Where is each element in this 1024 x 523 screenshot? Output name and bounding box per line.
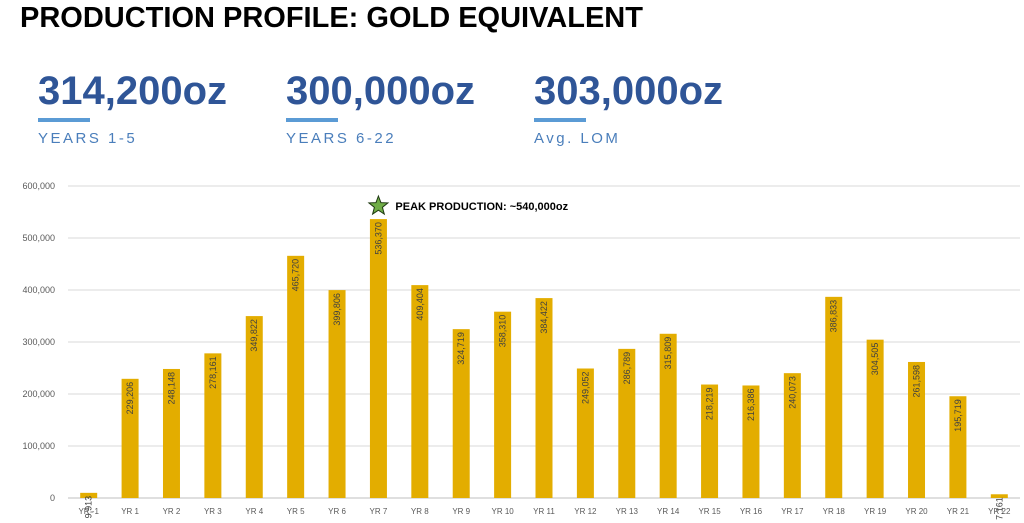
x-tick-label: YR 8 (411, 507, 429, 516)
x-tick-label: YR 7 (370, 507, 388, 516)
bar (494, 311, 512, 498)
y-tick-label: 400,000 (22, 285, 55, 295)
y-tick-label: 600,000 (22, 181, 55, 191)
stat-value: 303,000oz (534, 69, 724, 113)
bar-data-label: 248,148 (166, 372, 176, 405)
x-tick-label: YR 1 (121, 507, 139, 516)
y-tick-label: 300,000 (22, 337, 55, 347)
x-tick-label: YR 18 (823, 507, 846, 516)
bar (535, 298, 553, 498)
x-tick-label: YR 16 (740, 507, 763, 516)
bar-data-label: 384,422 (539, 301, 549, 334)
x-tick-label: YR 15 (698, 507, 721, 516)
bar (990, 494, 1008, 498)
stat-underline (534, 118, 586, 122)
bar-data-label: 216,386 (746, 388, 756, 421)
bar (825, 296, 843, 498)
x-tick-label: YR 5 (287, 507, 305, 516)
bar-data-label: 304,505 (870, 343, 880, 376)
bar (452, 329, 470, 498)
bar-data-label: 249,052 (580, 371, 590, 404)
stat-underline (38, 118, 90, 122)
x-tick-label: YR 14 (657, 507, 680, 516)
bar-data-label: 358,310 (498, 315, 508, 348)
bar-data-label: 195,719 (953, 399, 963, 432)
bar-data-label: 536,370 (373, 222, 383, 255)
bar (783, 373, 801, 498)
x-tick-label: YR 11 (533, 507, 555, 516)
page-title: PRODUCTION PROFILE: GOLD EQUIVALENT (20, 2, 643, 34)
stat-underline (286, 118, 338, 122)
x-tick-label: YR 13 (616, 507, 639, 516)
bar-data-label: 349,822 (249, 319, 259, 352)
bar (701, 384, 719, 498)
bar-data-label: 7,161 (994, 497, 1004, 520)
production-bar-chart: 0 100,000 200,000 300,000 400,000 500,000 600,… (22, 181, 1020, 520)
bar-data-label: 324,719 (456, 332, 466, 365)
bar-data-label: 240,073 (787, 376, 797, 409)
bar (162, 368, 180, 498)
x-tick-label: YR 20 (905, 507, 928, 516)
y-tick-label: 0 (50, 493, 55, 503)
bar (411, 285, 429, 498)
bar (576, 368, 594, 498)
bar (80, 492, 98, 498)
bar (328, 290, 346, 498)
stat-value: 300,000oz (286, 69, 476, 113)
bar (245, 316, 263, 498)
stat-label: YEARS 1-5 (38, 130, 138, 147)
x-tick-label: YR 12 (574, 507, 597, 516)
stat-years-6-22: 300,000oz YEARS 6-22 (286, 68, 475, 147)
x-tick-label: YR 21 (947, 507, 970, 516)
bar-data-label: 386,833 (829, 300, 839, 333)
bar-data-label: 278,161 (208, 356, 218, 389)
y-tick-label: 200,000 (22, 389, 55, 399)
bar (908, 361, 926, 498)
bar-data-label: 229,206 (125, 382, 135, 415)
bar (204, 353, 222, 498)
x-tick-label: YR 3 (204, 507, 222, 516)
bar (866, 339, 884, 498)
bar (287, 255, 305, 498)
stat-avg-lom: 303,000oz Avg. LOM (534, 68, 723, 147)
bar-data-label: 261,598 (912, 365, 922, 398)
stat-label: YEARS 6-22 (286, 130, 397, 147)
x-tick-label: YR 10 (491, 507, 514, 516)
x-tick-label: YR 4 (245, 507, 263, 516)
stat-value: 314,200oz (38, 69, 228, 113)
x-tick-label: YR 2 (163, 507, 181, 516)
x-tick-label: YR 19 (864, 507, 887, 516)
bar-data-label: 9,913 (84, 496, 94, 519)
bar (949, 396, 967, 498)
bar-data-label: 218,219 (705, 388, 715, 421)
bar-data-label: 286,789 (622, 352, 632, 385)
bar-data-label: 409,404 (415, 288, 425, 321)
bar (369, 219, 387, 499)
bar (742, 385, 760, 498)
star-icon (367, 194, 390, 216)
bar-data-label: 315,809 (663, 337, 673, 370)
y-tick-label: 500,000 (22, 233, 55, 243)
x-tick-label: YR -1 (78, 507, 99, 516)
peak-annotation: PEAK PRODUCTION: ~540,000oz (395, 201, 568, 213)
x-tick-label: YR 17 (781, 507, 804, 516)
stat-years-1-5: 314,200oz YEARS 1-5 (38, 68, 227, 147)
x-tick-label: YR 9 (452, 507, 470, 516)
y-tick-label: 100,000 (22, 441, 55, 451)
bar-data-label: 399,806 (332, 293, 342, 326)
x-tick-label: YR 22 (988, 507, 1011, 516)
bar (659, 333, 677, 498)
bar (618, 348, 636, 498)
bar (121, 378, 139, 498)
stat-label: Avg. LOM (534, 130, 621, 147)
x-tick-label: YR 6 (328, 507, 346, 516)
bar-data-label: 465,720 (291, 259, 301, 292)
